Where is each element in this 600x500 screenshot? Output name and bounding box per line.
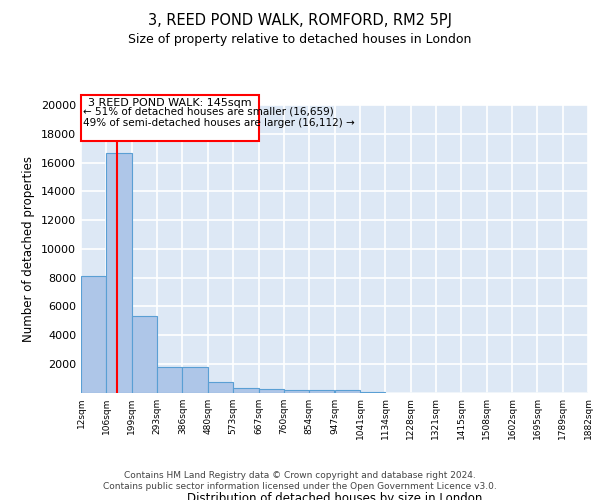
Bar (81, 276, 106, 392)
Bar (157, 368, 182, 392)
Bar (233, 388, 259, 392)
Bar (182, 368, 208, 392)
Bar (106, 153, 132, 392)
Text: Contains HM Land Registry data © Crown copyright and database right 2024.: Contains HM Land Registry data © Crown c… (124, 471, 476, 480)
Bar (309, 390, 335, 392)
Bar (335, 390, 360, 392)
Bar (284, 390, 309, 392)
Text: ← 51% of detached houses are smaller (16,659): ← 51% of detached houses are smaller (16… (83, 106, 334, 117)
Bar (132, 316, 157, 392)
Bar (208, 382, 233, 392)
Y-axis label: Number of detached properties: Number of detached properties (22, 156, 35, 342)
FancyBboxPatch shape (81, 95, 259, 141)
Text: Contains public sector information licensed under the Open Government Licence v3: Contains public sector information licen… (103, 482, 497, 491)
Bar (259, 390, 284, 392)
X-axis label: Distribution of detached houses by size in London: Distribution of detached houses by size … (187, 492, 482, 500)
Text: 3, REED POND WALK, ROMFORD, RM2 5PJ: 3, REED POND WALK, ROMFORD, RM2 5PJ (148, 12, 452, 28)
Text: Size of property relative to detached houses in London: Size of property relative to detached ho… (128, 32, 472, 46)
Text: 49% of semi-detached houses are larger (16,112) →: 49% of semi-detached houses are larger (… (83, 118, 355, 128)
Text: 3 REED POND WALK: 145sqm: 3 REED POND WALK: 145sqm (88, 98, 251, 108)
